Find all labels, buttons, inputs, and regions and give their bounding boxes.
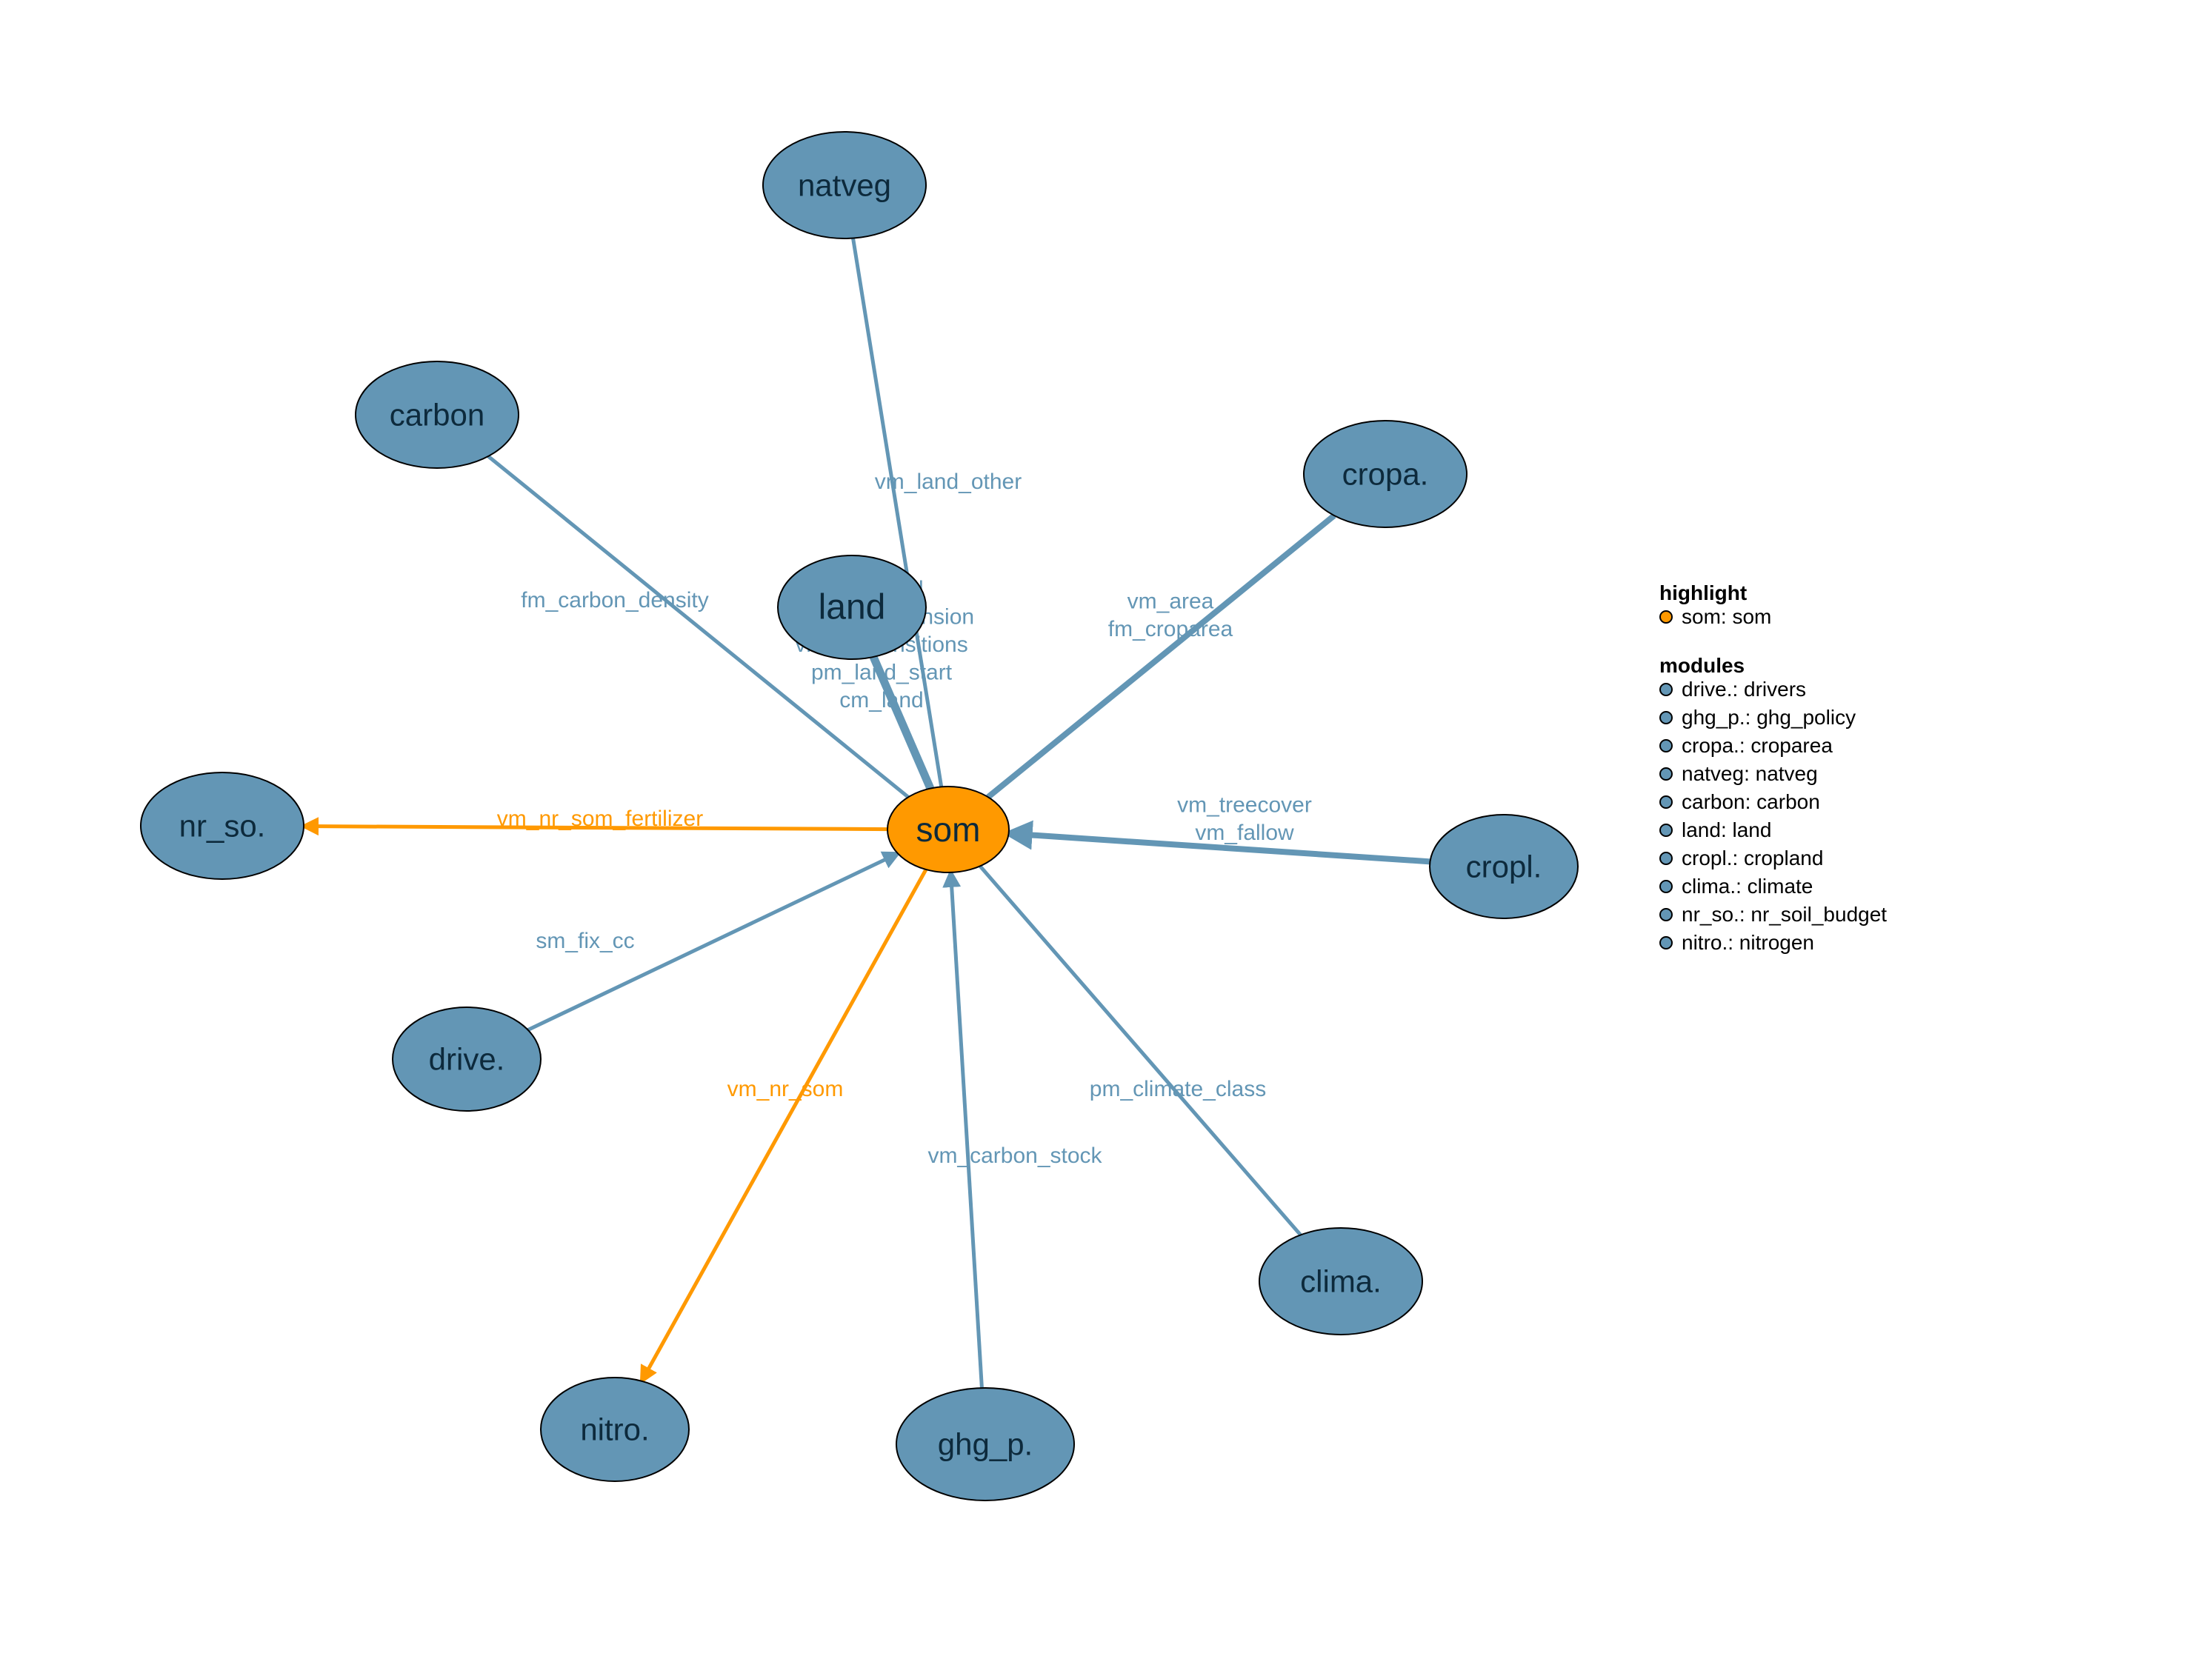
node-label-cropl: cropl. bbox=[1466, 849, 1542, 884]
legend-label: ghg_p.: ghg_policy bbox=[1682, 706, 1856, 730]
node-label-natveg: natveg bbox=[798, 168, 891, 203]
edge-clima-som bbox=[980, 866, 1301, 1235]
node-label-carbon: carbon bbox=[390, 398, 484, 433]
edge-label: vm_fallow bbox=[1195, 821, 1294, 845]
legend-dot-icon bbox=[1659, 908, 1673, 921]
edge-label: vm_carbon_stock bbox=[927, 1144, 1102, 1168]
legend: highlightsom: som modulesdrive.: drivers g… bbox=[1659, 581, 1887, 959]
legend-label: natveg: natveg bbox=[1682, 762, 1818, 786]
node-label-cropa: cropa. bbox=[1342, 457, 1429, 492]
legend-dot-icon bbox=[1659, 739, 1673, 752]
legend-module-item: ghg_p.: ghg_policy bbox=[1659, 706, 1887, 730]
legend-modules-title: modules bbox=[1659, 654, 1887, 678]
legend-dot-icon bbox=[1659, 610, 1673, 624]
nodes-group: som natveg carbon land cropa. cropl. nr_so.dri… bbox=[141, 132, 1578, 1501]
legend-highlight-title: highlight bbox=[1659, 581, 1887, 605]
legend-label: nr_so.: nr_soil_budget bbox=[1682, 903, 1887, 927]
edge-ghg_p-som bbox=[950, 872, 982, 1388]
legend-label: cropl.: cropland bbox=[1682, 847, 1823, 870]
legend-highlight-item: som: som bbox=[1659, 605, 1887, 629]
legend-module-item: cropa.: croparea bbox=[1659, 734, 1887, 758]
node-label-nitro: nitro. bbox=[580, 1412, 649, 1447]
legend-module-item: clima.: climate bbox=[1659, 875, 1887, 898]
node-label-clima: clima. bbox=[1300, 1264, 1382, 1299]
legend-dot-icon bbox=[1659, 880, 1673, 893]
legend-dot-icon bbox=[1659, 683, 1673, 696]
legend-module-item: nr_so.: nr_soil_budget bbox=[1659, 903, 1887, 927]
legend-label: drive.: drivers bbox=[1682, 678, 1806, 701]
edge-label: fm_carbon_density bbox=[521, 588, 708, 612]
legend-dot-icon bbox=[1659, 767, 1673, 781]
legend-dot-icon bbox=[1659, 852, 1673, 865]
node-label-som: som bbox=[916, 810, 981, 849]
edge-label: cm_land bbox=[839, 688, 923, 712]
legend-dot-icon bbox=[1659, 824, 1673, 837]
edge-label: fm_croparea bbox=[1108, 617, 1233, 641]
network-diagram: vm_land_otherfm_carbon_densityvm_landvm_… bbox=[0, 0, 2212, 1659]
edge-label: pm_land_start bbox=[811, 661, 953, 685]
legend-dot-icon bbox=[1659, 936, 1673, 949]
legend-label: som: som bbox=[1682, 605, 1771, 629]
legend-module-item: land: land bbox=[1659, 818, 1887, 842]
legend-module-item: carbon: carbon bbox=[1659, 790, 1887, 814]
edge-label: vm_area bbox=[1127, 589, 1214, 613]
legend-label: clima.: climate bbox=[1682, 875, 1813, 898]
edge-label: vm_treecover bbox=[1177, 792, 1312, 817]
edge-label: pm_climate_class bbox=[1090, 1077, 1266, 1101]
edge-label: vm_land_other bbox=[875, 470, 1022, 494]
legend-label: carbon: carbon bbox=[1682, 790, 1820, 814]
edge-som-nitro bbox=[642, 869, 926, 1381]
edge-label: sm_fix_cc bbox=[536, 929, 634, 953]
legend-dot-icon bbox=[1659, 795, 1673, 809]
legend-module-item: drive.: drivers bbox=[1659, 678, 1887, 701]
node-label-drive: drive. bbox=[429, 1042, 505, 1077]
legend-label: nitro.: nitrogen bbox=[1682, 931, 1814, 955]
legend-module-item: natveg: natveg bbox=[1659, 762, 1887, 786]
edge-cropa-som bbox=[988, 515, 1334, 797]
legend-label: cropa.: croparea bbox=[1682, 734, 1833, 758]
node-label-land: land bbox=[819, 588, 886, 627]
legend-dot-icon bbox=[1659, 711, 1673, 724]
node-label-ghg_p: ghg_p. bbox=[938, 1427, 1033, 1462]
legend-module-item: nitro.: nitrogen bbox=[1659, 931, 1887, 955]
edge-label: vm_nr_som_fertilizer bbox=[497, 807, 703, 831]
node-label-nr_so: nr_so. bbox=[179, 809, 266, 844]
legend-label: land: land bbox=[1682, 818, 1771, 842]
legend-module-item: cropl.: cropland bbox=[1659, 847, 1887, 870]
edge-label: vm_nr_som bbox=[727, 1077, 844, 1101]
